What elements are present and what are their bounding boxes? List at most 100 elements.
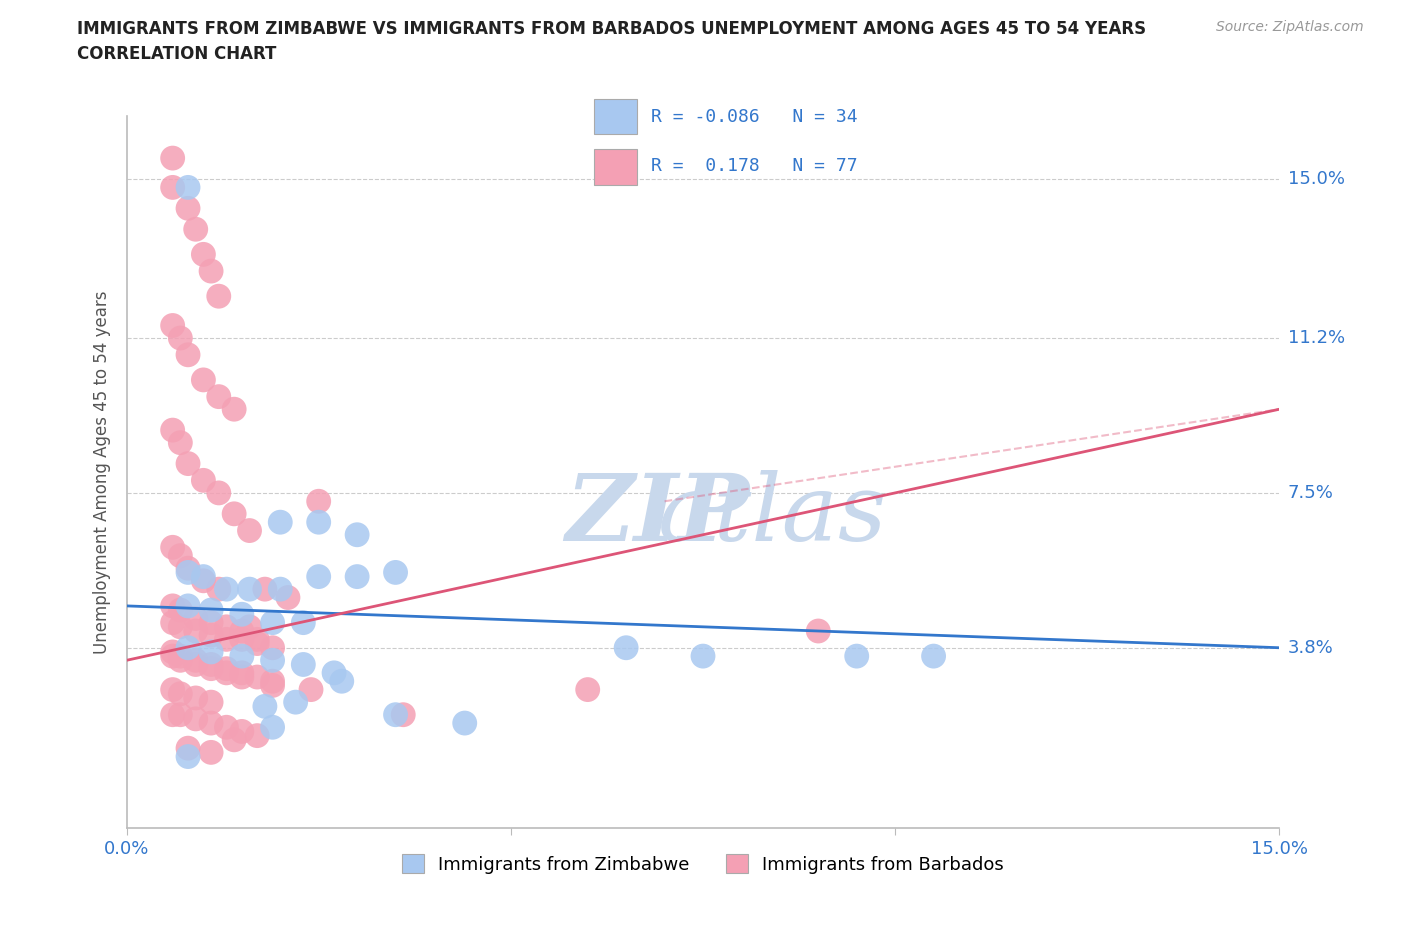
Point — [162, 649, 184, 664]
Point — [330, 673, 353, 688]
Point — [215, 632, 238, 647]
Point — [323, 666, 346, 681]
Point — [184, 624, 207, 639]
Point — [162, 644, 184, 659]
Point — [184, 653, 207, 668]
Text: 7.5%: 7.5% — [1288, 484, 1334, 502]
Y-axis label: Unemployment Among Ages 45 to 54 years: Unemployment Among Ages 45 to 54 years — [93, 290, 111, 654]
Point — [262, 616, 284, 631]
Point — [184, 221, 207, 236]
Point — [169, 331, 191, 346]
Point — [284, 695, 307, 710]
Point — [807, 624, 830, 639]
Point — [292, 616, 315, 631]
Point — [292, 657, 315, 671]
Point — [246, 728, 269, 743]
Text: R = -0.086   N = 34: R = -0.086 N = 34 — [651, 108, 858, 126]
Point — [215, 661, 238, 676]
Point — [162, 539, 184, 554]
Point — [200, 657, 222, 671]
Point — [262, 673, 284, 688]
Point — [215, 582, 238, 597]
Point — [193, 472, 215, 487]
Point — [177, 599, 200, 614]
Text: 15.0%: 15.0% — [1288, 170, 1344, 188]
Point — [231, 624, 253, 639]
Point — [177, 201, 200, 216]
Point — [200, 716, 222, 731]
Legend: Immigrants from Zimbabwe, Immigrants from Barbados: Immigrants from Zimbabwe, Immigrants fro… — [394, 845, 1012, 883]
Point — [231, 666, 253, 681]
Point — [177, 641, 200, 656]
Text: IMMIGRANTS FROM ZIMBABWE VS IMMIGRANTS FROM BARBADOS UNEMPLOYMENT AMONG AGES 45 : IMMIGRANTS FROM ZIMBABWE VS IMMIGRANTS F… — [77, 20, 1146, 38]
Point — [922, 649, 945, 664]
Point — [208, 485, 231, 500]
Point — [184, 690, 207, 706]
Point — [169, 603, 191, 618]
Point — [262, 678, 284, 693]
Point — [238, 523, 260, 538]
Point — [231, 632, 253, 647]
Point — [162, 318, 184, 333]
Point — [246, 632, 269, 647]
Point — [215, 619, 238, 634]
Point — [845, 649, 868, 664]
Point — [193, 573, 215, 589]
Point — [193, 373, 215, 388]
Bar — [593, 150, 637, 184]
Point — [392, 707, 415, 722]
Point — [193, 246, 215, 262]
Point — [224, 506, 246, 521]
Point — [200, 628, 222, 643]
Point — [231, 607, 253, 622]
Point — [231, 670, 253, 684]
Point — [262, 641, 284, 656]
Point — [308, 494, 330, 509]
Point — [346, 569, 368, 584]
Point — [177, 348, 200, 363]
Text: Source: ZipAtlas.com: Source: ZipAtlas.com — [1216, 20, 1364, 34]
Bar — [593, 100, 637, 134]
Point — [246, 636, 269, 651]
Point — [177, 740, 200, 755]
Text: ZIP: ZIP — [565, 470, 749, 560]
Point — [193, 569, 215, 584]
Point — [177, 457, 200, 472]
Point — [269, 582, 291, 597]
Point — [277, 591, 299, 605]
Point — [200, 695, 222, 710]
Point — [238, 582, 260, 597]
Point — [162, 599, 184, 614]
Point — [200, 745, 222, 760]
Point — [384, 707, 406, 722]
Point — [162, 151, 184, 166]
Point — [208, 582, 231, 597]
Point — [162, 180, 184, 195]
Point — [200, 603, 222, 618]
Point — [162, 616, 184, 631]
Point — [224, 733, 246, 748]
Point — [246, 670, 269, 684]
Point — [169, 549, 191, 564]
Point — [384, 565, 406, 580]
Point — [162, 683, 184, 698]
Point — [177, 750, 200, 764]
Point — [169, 619, 191, 634]
Point — [200, 616, 222, 631]
Point — [208, 288, 231, 303]
Point — [308, 515, 330, 530]
Point — [614, 641, 637, 656]
Point — [215, 666, 238, 681]
Point — [253, 699, 276, 714]
Point — [208, 389, 231, 404]
Point — [169, 653, 191, 668]
Point — [177, 561, 200, 576]
Point — [238, 619, 260, 634]
Point — [200, 661, 222, 676]
Point — [231, 649, 253, 664]
Text: CORRELATION CHART: CORRELATION CHART — [77, 45, 277, 62]
Point — [169, 707, 191, 722]
Point — [692, 649, 714, 664]
Point — [184, 657, 207, 671]
Point — [231, 724, 253, 738]
